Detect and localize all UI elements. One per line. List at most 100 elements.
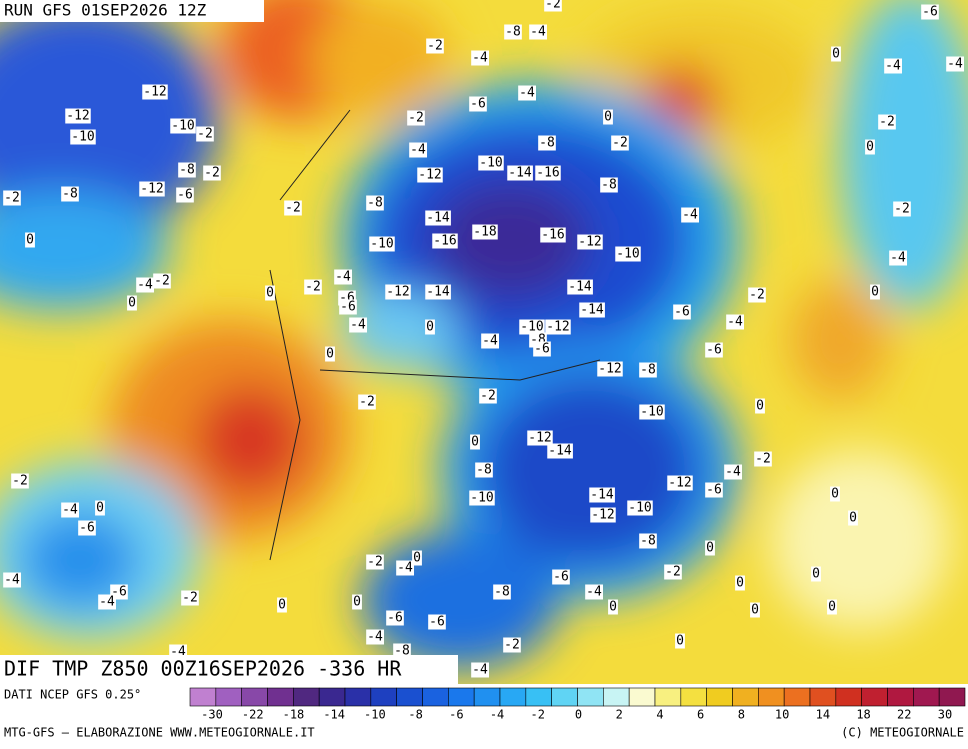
contour-label-box (540, 227, 566, 243)
contour-label-box (339, 299, 357, 315)
contour-label: -12 (578, 235, 601, 250)
colorbar-swatch (758, 687, 785, 707)
contour-label-box (754, 451, 772, 467)
contour-label: 0 (471, 435, 479, 450)
contour-label-box (830, 486, 840, 502)
contour-label-box (469, 490, 495, 506)
contour-label-box (848, 510, 858, 526)
contour-label: -2 (427, 39, 443, 54)
contour-label: -6 (706, 483, 722, 498)
colorbar-label: 6 (697, 708, 704, 722)
contour-label-box (265, 285, 275, 301)
contour-label: -2 (204, 166, 220, 181)
contour-label: -2 (545, 0, 561, 12)
contour-label: -4 (727, 315, 743, 330)
contour-label-box (545, 319, 571, 335)
contour-label-box (705, 342, 723, 358)
contour-label-box (181, 590, 199, 606)
contour-label: -2 (12, 474, 28, 489)
contour-label: 0 (26, 233, 34, 248)
contour-label: -10 (470, 491, 493, 506)
colorbar-label: 22 (897, 708, 911, 722)
contour-label: -10 (370, 237, 393, 252)
colorbar-swatch (603, 687, 630, 707)
contour-label-box (726, 314, 744, 330)
colorbar-swatch (809, 687, 837, 707)
contour-label-box (428, 614, 446, 630)
contour-label-box (527, 430, 553, 446)
contour-label: -4 (350, 318, 366, 333)
colorbar-swatch (835, 687, 862, 707)
field-box (0, 655, 458, 684)
contour-label-box (589, 487, 615, 503)
contour-label: -2 (197, 127, 213, 142)
contour-label-box (61, 502, 79, 518)
colorbar-swatch (241, 687, 268, 707)
contour-label: 0 (353, 595, 361, 610)
contour-label-box (136, 277, 154, 293)
contour-label: -6 (553, 570, 569, 585)
contour-label-box (471, 50, 489, 66)
contour-label-box (611, 135, 629, 151)
contour-label: -14 (548, 444, 572, 459)
contour-label-box (352, 594, 362, 610)
contour-label: 0 (609, 600, 617, 615)
contour-label-box (142, 84, 168, 100)
colorbar-swatch (267, 687, 294, 707)
contour-label-box (139, 181, 165, 197)
contour-label: -6 (534, 342, 550, 357)
contour-label-box (608, 599, 618, 615)
contour-label-box (590, 507, 616, 523)
contour-label: -8 (601, 178, 617, 193)
contour-label: -4 (530, 25, 546, 40)
contour-label: -12 (418, 168, 441, 183)
contour-label-box (552, 569, 570, 585)
contour-label-box (579, 302, 605, 318)
colorbar-swatch (473, 687, 501, 707)
contour-label-box (946, 56, 964, 72)
contour-label-box (681, 207, 699, 223)
contour-label: -4 (410, 143, 426, 158)
contour-label: 0 (604, 110, 612, 125)
contour-label-box (475, 462, 493, 478)
colorbar-swatch (654, 687, 682, 707)
contour-label: 0 (128, 296, 136, 311)
contour-label-box (529, 24, 547, 40)
colorbar-label: -10 (364, 708, 386, 722)
contour-label-box (870, 284, 880, 300)
contour-label: 0 (756, 399, 764, 414)
contour-label: -10 (171, 119, 194, 134)
borders (269, 109, 601, 561)
colorbar-swatch (577, 687, 604, 707)
contour-label: -8 (640, 363, 656, 378)
contour-label-box (127, 295, 137, 311)
contour-label-box (597, 361, 623, 377)
contour-label: -2 (367, 555, 383, 570)
colorbar-label: -14 (323, 708, 345, 722)
contour-label-box (366, 554, 384, 570)
contour-label-box (393, 643, 411, 659)
contour-label: -14 (568, 280, 592, 295)
contour-label-box (755, 398, 765, 414)
contour-label-box (547, 443, 573, 459)
contour-label-box (627, 500, 653, 516)
colorbar-swatch (396, 687, 423, 707)
colorbar-swatch (318, 687, 346, 707)
contour-label: -14 (426, 285, 450, 300)
contour-label-box (3, 190, 21, 206)
run-title: RUN GFS 01SEP2026 12Z (4, 1, 207, 20)
contour-label-box (409, 142, 427, 158)
contour-label-box (639, 533, 657, 549)
contour-label-box (386, 610, 404, 626)
contour-label: 0 (849, 511, 857, 526)
colorbar-swatch (344, 687, 372, 707)
contour-label-box (425, 319, 435, 335)
colorbar-label: 30 (938, 708, 952, 722)
colorbar-swatch (189, 687, 217, 707)
contour-label-box (519, 319, 545, 335)
contour-label: 0 (426, 320, 434, 335)
contour-label: -4 (725, 465, 741, 480)
contour-label-box (750, 602, 760, 618)
contour-label: -2 (504, 638, 520, 653)
contour-label-box (724, 464, 742, 480)
